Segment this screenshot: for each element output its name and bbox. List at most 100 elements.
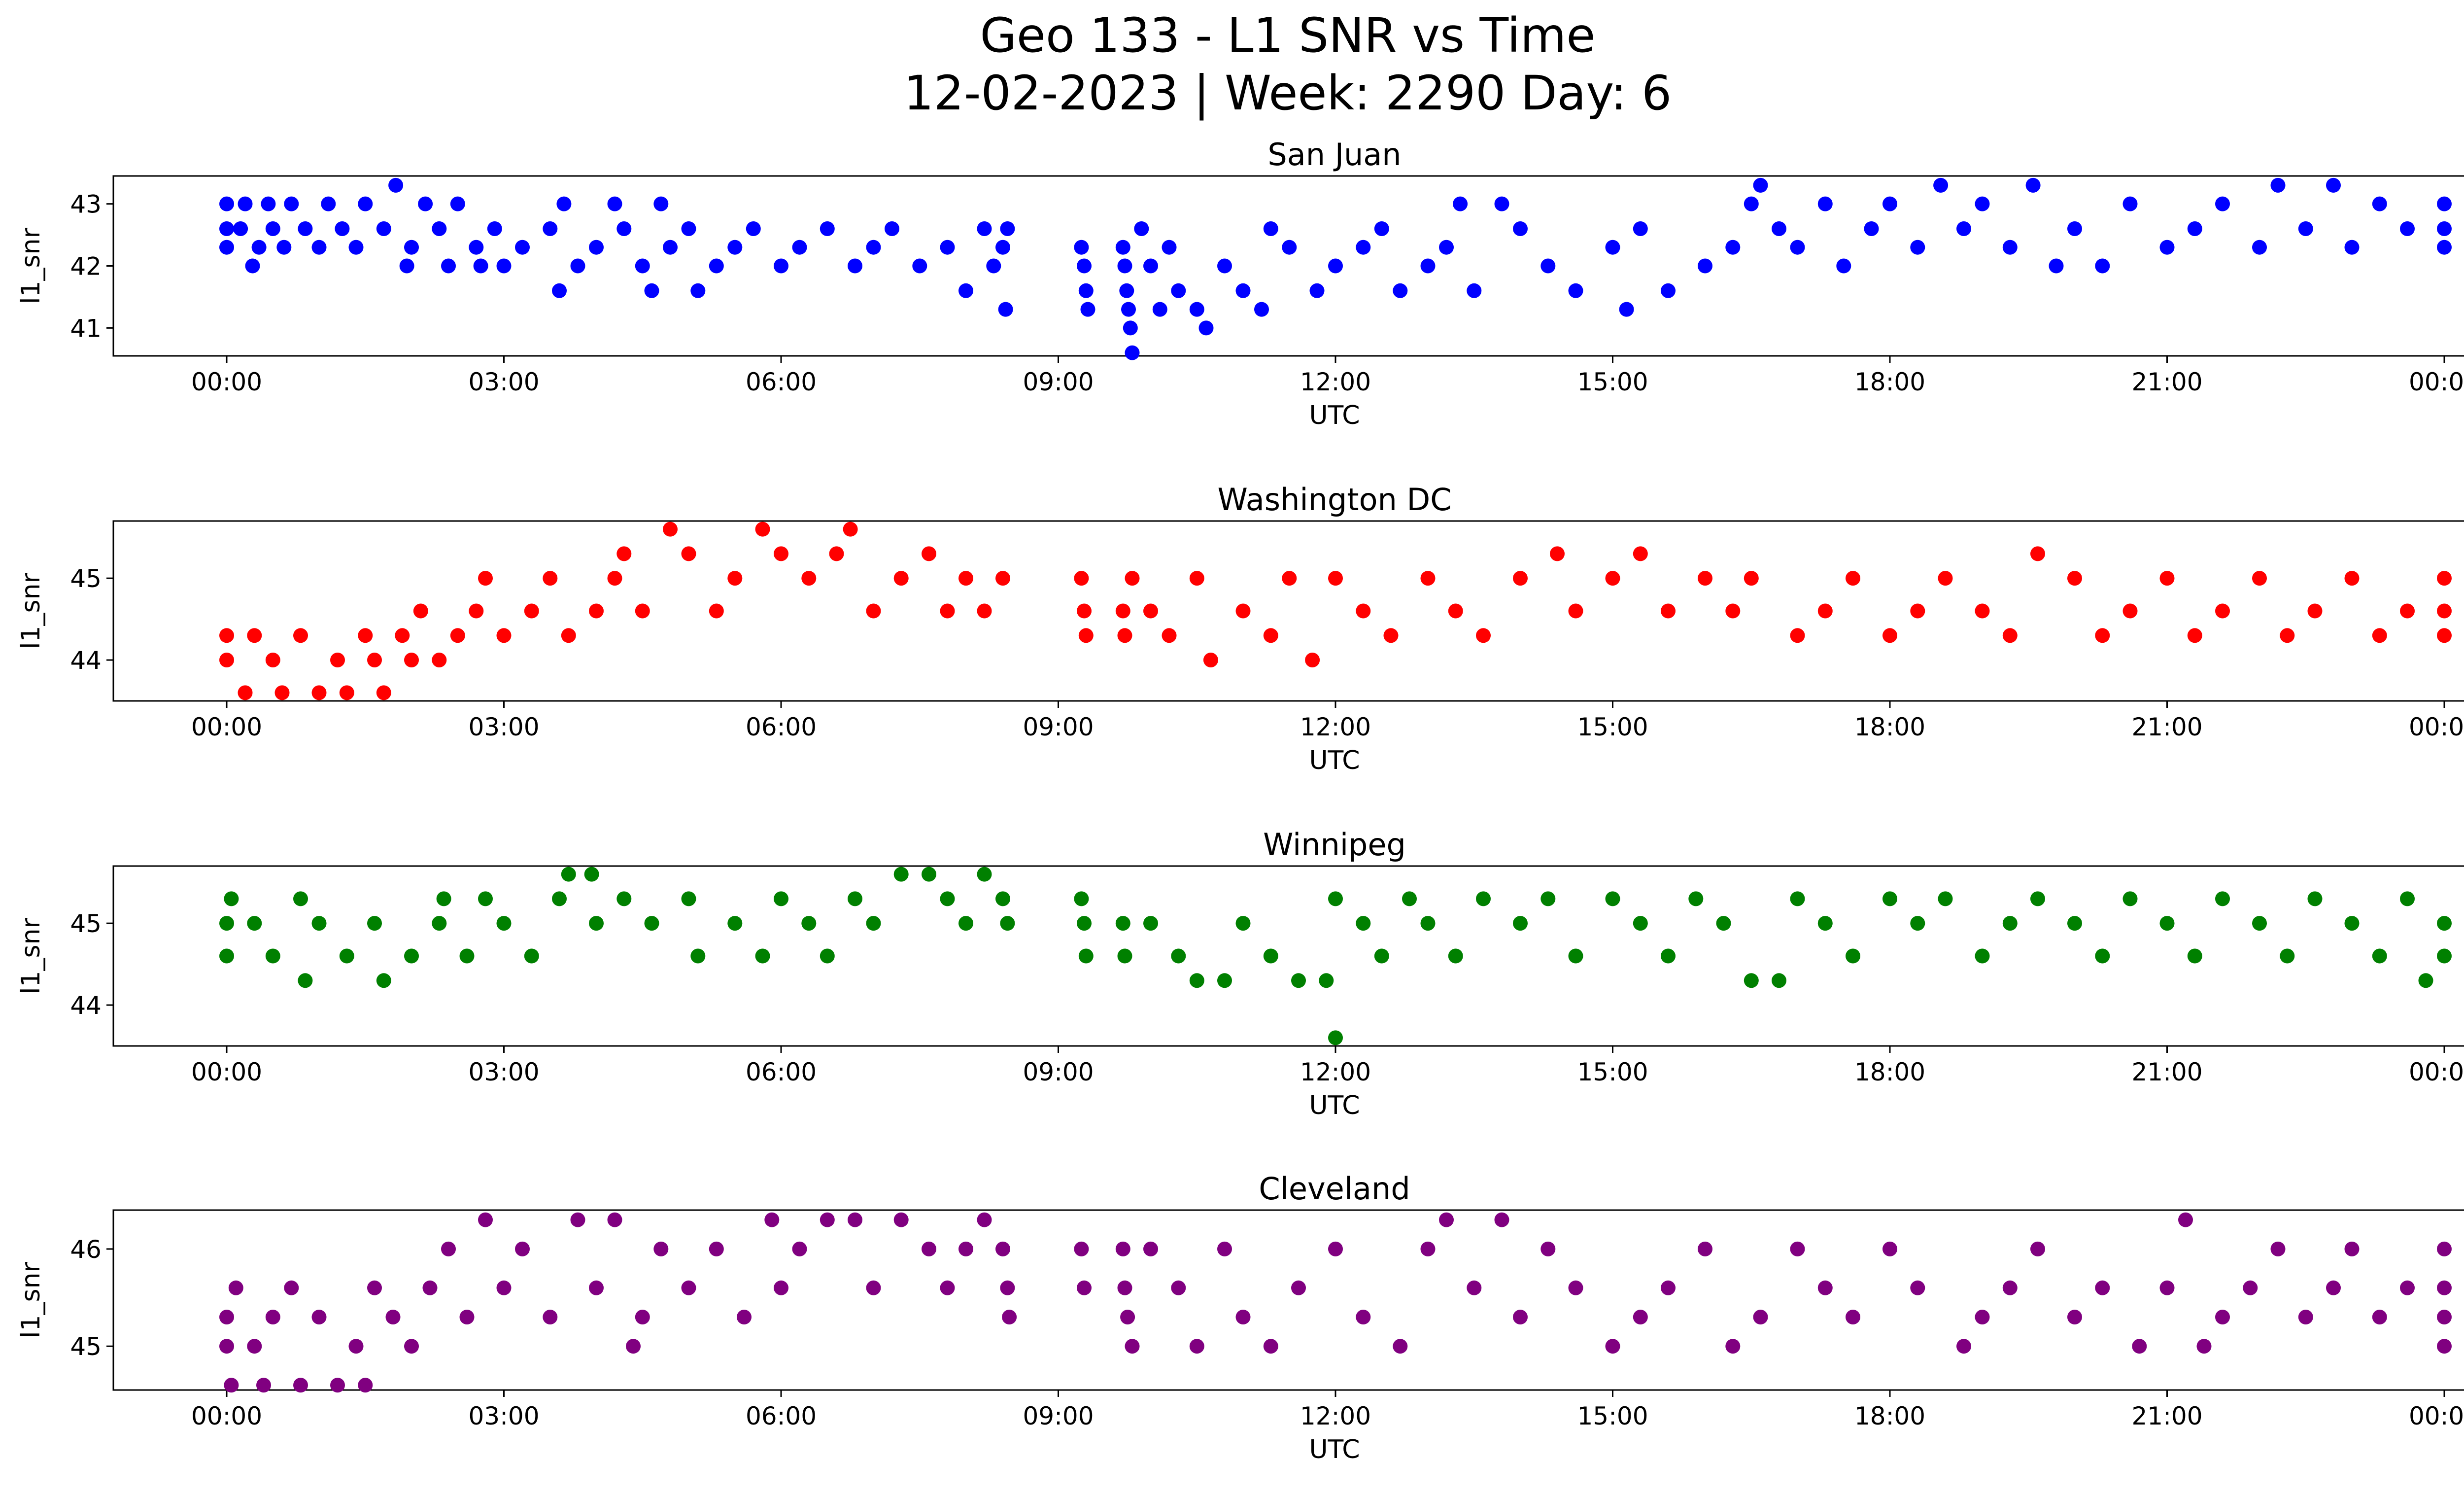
cleveland-point [1439,1212,1454,1227]
cleveland-point [1975,1310,1990,1324]
san-juan-point [376,221,391,236]
winnipeg-point [2400,891,2415,906]
cleveland-point [1117,1280,1132,1295]
cleveland-point [358,1378,373,1393]
san-juan-point [233,221,248,236]
cleveland-point [589,1280,604,1295]
washington-dc-point [238,685,253,700]
winnipeg-ylabel: l1_snr [16,917,46,994]
san-juan-point [441,258,456,274]
san-juan-point [418,196,433,211]
winnipeg-point [2159,916,2175,931]
washington-dc-point [1910,603,1925,619]
winnipeg-point [1540,891,1556,906]
washington-dc-point [1305,653,1320,667]
winnipeg-point [820,948,835,964]
san-juan-point [265,221,280,236]
washington-dc-points [219,522,2452,700]
san-juan-point [238,196,253,211]
san-juan-point [1078,283,1094,298]
winnipeg-point [589,916,604,931]
cleveland-point [1540,1241,1556,1256]
subplot-winnipeg: Winnipeg 00:00 03:00 06:00 09:00 12:00 15:00 18… [16,827,2464,1120]
winnipeg-point [1328,1030,1343,1045]
winnipeg-point [2187,948,2202,964]
san-juan-point [2159,240,2175,255]
cleveland-point [866,1280,881,1295]
cleveland-point [1753,1310,1768,1324]
winnipeg-point [219,916,234,931]
san-juan-xlabel: UTC [1309,401,1360,430]
san-juan-point [1254,302,1269,317]
san-juan-point [298,221,313,236]
san-juan-point [986,258,1001,274]
winnipeg-point [755,948,770,964]
washington-dc-point [1744,571,1759,586]
san-juan-point [245,258,260,274]
winnipeg-point [1143,916,1158,931]
san-juan-point [820,221,835,236]
san-juan-point [284,196,299,211]
washington-dc-point [663,522,678,537]
san-juan-xtick-label: 12:00 [1300,368,1371,396]
washington-dc-ytick-label: 44 [70,646,102,675]
washington-dc-point [1383,628,1399,643]
san-juan-point [2067,221,2082,236]
san-juan-point [1328,258,1343,274]
subplot-washington-dc: Washington DC 00:00 03:00 06:00 09:00 12:00 15… [16,482,2464,775]
winnipeg-point [644,916,659,931]
cleveland-point [2132,1339,2147,1354]
washington-dc-point [1661,603,1676,619]
san-juan-point [912,258,927,274]
winnipeg-point [1263,948,1278,964]
winnipeg-point [2252,916,2267,931]
washington-dc-xtick-label: 03:00 [468,713,539,741]
winnipeg-point [848,891,862,906]
washington-dc-point [607,571,622,586]
winnipeg-point [2095,948,2110,964]
cleveland-point [764,1212,780,1227]
washington-dc-axes-frame [112,520,2464,702]
cleveland-point [1790,1241,1805,1256]
winnipeg-point [496,916,512,931]
cleveland-point [1143,1241,1158,1256]
cleveland-point [1817,1280,1833,1295]
san-juan-point [388,177,404,193]
san-juan-point [404,240,419,255]
san-juan-point [1189,302,1204,317]
winnipeg-point [2437,948,2452,964]
cleveland-point [2437,1241,2452,1256]
washington-dc-point [866,603,881,619]
san-juan-point [219,221,234,236]
washington-dc-point [829,546,844,561]
san-juan-point [1633,221,1648,236]
cleveland-xtick-label: 03:00 [468,1402,539,1430]
washington-dc-point [1189,571,1204,586]
san-juan-point [1282,240,1297,255]
san-juan-point [1143,258,1158,274]
san-juan-point [681,221,696,236]
winnipeg-point [1217,973,1232,988]
winnipeg-point [1476,891,1491,906]
cleveland-point [2437,1280,2452,1295]
san-juan-point [2025,177,2041,193]
san-juan-point [1235,283,1251,298]
winnipeg-point [1000,916,1015,931]
san-juan-point [1420,258,1436,274]
winnipeg-point [958,916,973,931]
cleveland-point [626,1339,641,1354]
san-juan-point [709,258,724,274]
cleveland-point [1420,1241,1436,1256]
washington-dc-point [219,653,234,667]
winnipeg-point [376,973,391,988]
san-juan-point [746,221,761,236]
cleveland-point [1263,1339,1278,1354]
washington-dc-point [681,546,696,561]
washington-dc-point [2122,603,2138,619]
cleveland-xlabel: UTC [1309,1435,1360,1464]
winnipeg-points [219,867,2452,1045]
san-juan-point [432,221,447,236]
cleveland-point [1115,1241,1130,1256]
san-juan-point [690,283,706,298]
cleveland-point [219,1339,234,1354]
